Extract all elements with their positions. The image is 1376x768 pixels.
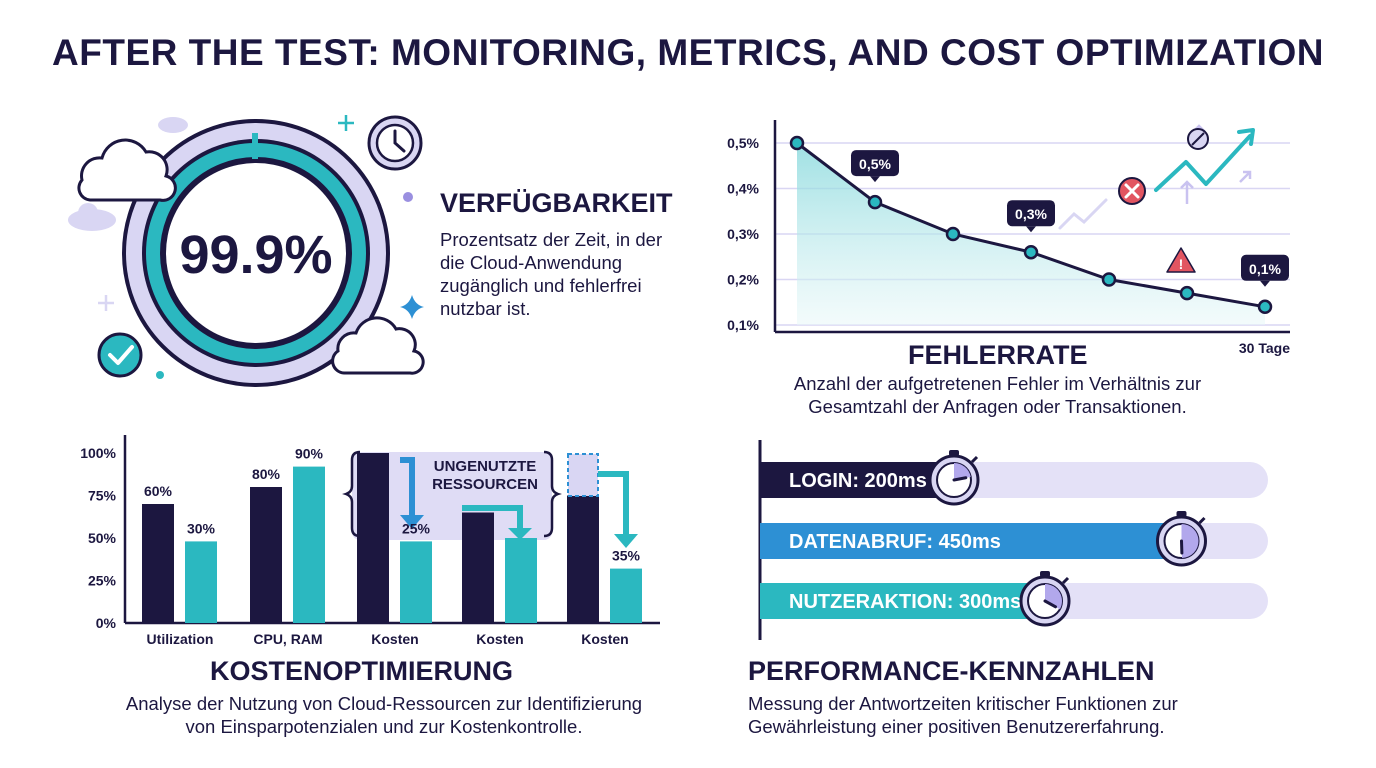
plus-icon (98, 295, 114, 311)
error-rate-area (797, 143, 1265, 325)
y-tick-label: 0% (96, 615, 117, 631)
performance-description: Messung der Antwortzeiten kritischer Fun… (748, 693, 1178, 737)
error-x-icon (1118, 177, 1146, 205)
response-time-bar (760, 523, 1170, 559)
plus-icon (338, 115, 354, 131)
data-label: 0,5% (859, 156, 891, 172)
bar-value-label: 25% (402, 520, 431, 536)
unused-resources-callout: UNGENUTZTE RESSOURCEN (342, 450, 562, 540)
response-time-label: NUTZERAKTION: 300ms (789, 591, 1021, 613)
y-tick-label: 0,3% (727, 226, 759, 242)
x-axis-end-label: 30 Tage (1239, 340, 1290, 356)
error-rate-description: Anzahl der aufgetretenen Fehler im Verhä… (793, 373, 1202, 417)
y-tick-label: 100% (80, 445, 116, 461)
data-point (1179, 285, 1195, 301)
data-label: 0,3% (1015, 206, 1047, 222)
data-point (1101, 272, 1117, 287)
bar-usage (142, 504, 174, 623)
data-label-bubble (1241, 254, 1289, 281)
cloud-icon (77, 138, 177, 202)
stopwatch-icon (928, 450, 980, 506)
x-category-label: CPU, RAM (253, 631, 322, 647)
bar-optimized (505, 538, 537, 623)
y-tick-label: 75% (88, 488, 117, 504)
data-label: 0,1% (1249, 261, 1281, 277)
availability-heading: VERFÜGBARKEIT (440, 188, 673, 218)
reduction-arrow-icon (400, 453, 638, 548)
data-label-bubble (851, 150, 899, 177)
bar-usage (462, 512, 494, 623)
y-tick-label: 0,5% (727, 135, 759, 151)
error-rate-line-chart: 0,1% 0,2% 0,3% 0,4% 0,5% 0,5% 0,3% 0,1% ! 30 T… (727, 120, 1290, 356)
cost-bar-chart: UNGENUTZTE RESSOURCEN 0% 25% 50% 75% 100% 60%… (80, 435, 660, 647)
availability-donut-graphic: 99.9% (68, 115, 425, 387)
response-time-label: LOGIN: 200ms (789, 470, 927, 492)
x-category-label: Utilization (147, 631, 214, 647)
error-rate-heading: FEHLERRATE (908, 340, 1088, 370)
data-point (867, 194, 883, 210)
y-tick-label: 0,2% (727, 272, 759, 288)
data-point (1257, 299, 1273, 315)
y-tick-label: 0,1% (727, 317, 759, 333)
performance-heading: PERFORMANCE-KENNZAHLEN (748, 656, 1155, 686)
bar-usage (357, 453, 389, 623)
trend-up-arrow-icon (1058, 124, 1255, 230)
sparkle-icon (400, 295, 424, 319)
cost-description: Analyse der Nutzung von Cloud-Ressourcen… (125, 693, 643, 737)
cloud-icon (68, 117, 188, 231)
unused-resources-label: UNGENUTZTE (434, 458, 537, 475)
bar-value-label: 90% (295, 446, 324, 462)
performance-bar-chart: LOGIN: 200ms DATENABRUF: 450ms NUTZERAKTIO… (758, 440, 1268, 640)
stopwatch-icon (1156, 511, 1207, 567)
data-point (789, 135, 805, 151)
svg-text:RESSOURCEN: RESSOURCEN (432, 476, 538, 493)
bar-optimized (610, 568, 642, 623)
y-tick-label: 0,4% (727, 181, 759, 197)
checkmark-icon (97, 332, 143, 378)
data-point (1023, 244, 1039, 260)
stopwatch-icon (1019, 571, 1071, 627)
data-point (945, 226, 961, 242)
warning-icon: ! (1166, 247, 1196, 273)
y-tick-label: 25% (88, 573, 117, 589)
bar-value-label: 30% (187, 520, 216, 536)
y-tick-label: 50% (88, 530, 117, 546)
bar-optimized (185, 541, 217, 623)
response-time-label: DATENABRUF: 450ms (789, 531, 1001, 553)
response-time-bar (760, 462, 942, 498)
cost-heading: KOSTENOPTIMIERUNG (210, 656, 514, 686)
availability-value: 99.9% (179, 225, 332, 285)
bar-value-label: 35% (612, 548, 641, 564)
availability-description: Prozentsatz der Zeit, in der die Cloud-A… (440, 229, 663, 319)
clock-icon (367, 115, 423, 171)
bar-usage (567, 495, 599, 623)
response-time-bar (760, 583, 1033, 619)
x-category-label: Kosten (581, 631, 628, 647)
data-label-bubble (1007, 200, 1055, 227)
x-category-label: Kosten (476, 631, 523, 647)
svg-text:!: ! (1179, 256, 1184, 272)
bar-optimized (400, 541, 432, 623)
page-title: AFTER THE TEST: MONITORING, METRICS, AND… (52, 32, 1324, 73)
bar-value-label: 80% (252, 466, 281, 482)
bar-value-label: 60% (144, 483, 173, 499)
bar-usage (250, 487, 282, 623)
bar-optimized (293, 466, 325, 623)
cloud-icon (331, 316, 425, 375)
x-category-label: Kosten (371, 631, 418, 647)
